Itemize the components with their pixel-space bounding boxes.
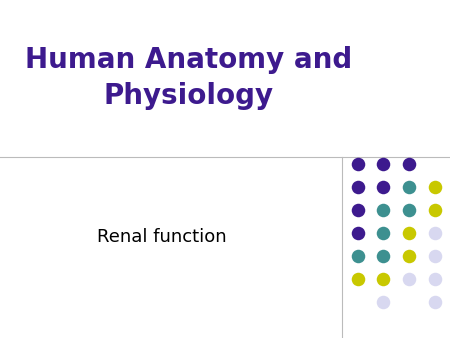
- Point: [405, 184, 413, 190]
- Text: Human Anatomy and
Physiology: Human Anatomy and Physiology: [25, 46, 353, 110]
- Point: [380, 184, 387, 190]
- Point: [431, 207, 438, 213]
- Point: [354, 161, 361, 167]
- Point: [380, 276, 387, 282]
- Point: [380, 161, 387, 167]
- Point: [431, 184, 438, 190]
- Point: [380, 299, 387, 305]
- Point: [380, 207, 387, 213]
- Point: [405, 230, 413, 236]
- Point: [431, 230, 438, 236]
- Text: Renal function: Renal function: [97, 227, 227, 246]
- Point: [405, 276, 413, 282]
- Point: [380, 230, 387, 236]
- Point: [405, 161, 413, 167]
- Point: [431, 253, 438, 259]
- Point: [354, 230, 361, 236]
- Point: [405, 207, 413, 213]
- Point: [405, 253, 413, 259]
- Point: [354, 207, 361, 213]
- Point: [431, 299, 438, 305]
- Point: [354, 253, 361, 259]
- Point: [354, 276, 361, 282]
- Point: [431, 276, 438, 282]
- Point: [354, 184, 361, 190]
- Point: [380, 253, 387, 259]
